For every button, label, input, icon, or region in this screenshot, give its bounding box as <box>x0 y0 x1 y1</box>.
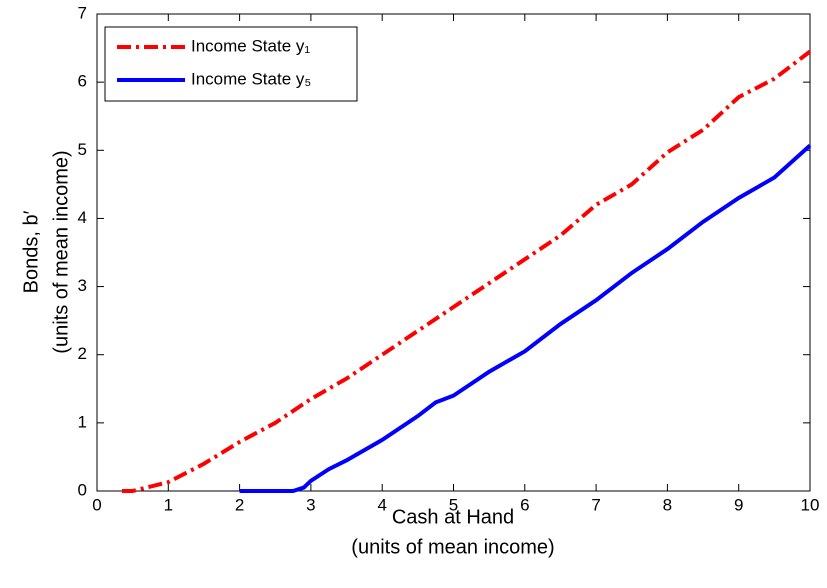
line <box>239 144 812 493</box>
x-tick-label: 8 <box>663 495 672 514</box>
x-tick-label: 6 <box>520 495 529 514</box>
y-tick-label: 4 <box>78 208 87 227</box>
x-tick-label: 10 <box>801 495 820 514</box>
x-tick-label: 2 <box>235 495 244 514</box>
x-tick-label: 5 <box>449 495 458 514</box>
legend-label: Income State y₅ <box>191 69 311 88</box>
x-axis-label: Cash at Hand <box>392 506 514 528</box>
legend <box>104 26 358 102</box>
y-tick-label: 2 <box>78 344 87 363</box>
y-tick-label: 0 <box>78 480 87 499</box>
y-tick-label: 7 <box>78 3 87 22</box>
x-tick-label: 0 <box>92 495 101 514</box>
x-axis-label: (units of mean income) <box>351 536 554 558</box>
legend-label: Income State y₁ <box>191 36 310 55</box>
y-tick-label: 6 <box>78 72 87 91</box>
x-tick-label: 4 <box>377 495 386 514</box>
x-tick-label: 3 <box>306 495 315 514</box>
x-tick-label: 7 <box>591 495 600 514</box>
y-tick-label: 1 <box>78 412 87 431</box>
y-axis-label: Bonds, b′ <box>20 210 42 293</box>
y-tick-label: 3 <box>78 276 87 295</box>
y-tick-label: 5 <box>78 140 87 159</box>
x-tick-label: 1 <box>164 495 173 514</box>
line <box>121 49 812 493</box>
x-tick-label: 9 <box>734 495 743 514</box>
y-axis-label: (units of mean income) <box>50 150 72 353</box>
